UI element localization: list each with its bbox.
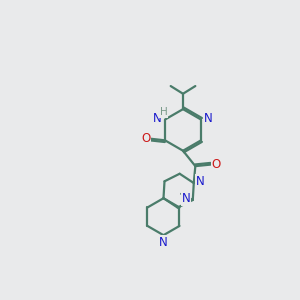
Text: O: O bbox=[141, 131, 150, 145]
Text: O: O bbox=[212, 158, 221, 171]
Text: N: N bbox=[159, 236, 168, 249]
Text: N: N bbox=[196, 175, 204, 188]
Text: N: N bbox=[204, 112, 213, 124]
Text: N: N bbox=[153, 112, 162, 124]
Text: H: H bbox=[160, 107, 167, 117]
Text: N: N bbox=[182, 192, 190, 205]
